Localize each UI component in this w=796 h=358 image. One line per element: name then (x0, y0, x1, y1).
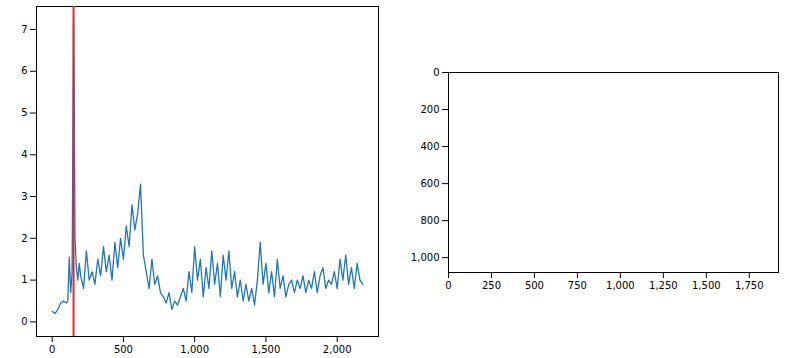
svg-text:750: 750 (568, 280, 587, 291)
svg-text:400: 400 (420, 141, 439, 152)
svg-text:600: 600 (420, 178, 439, 189)
svg-text:0: 0 (445, 280, 451, 291)
svg-text:1,000: 1,000 (180, 344, 209, 355)
svg-text:1,000: 1,000 (411, 252, 440, 263)
svg-text:1,500: 1,500 (252, 344, 281, 355)
svg-text:1,500: 1,500 (692, 280, 721, 291)
svg-text:500: 500 (114, 344, 133, 355)
svg-text:5: 5 (21, 107, 27, 118)
svg-text:200: 200 (420, 104, 439, 115)
svg-text:4: 4 (21, 149, 27, 160)
svg-text:3: 3 (21, 191, 27, 202)
svg-text:6: 6 (21, 65, 27, 76)
svg-text:0: 0 (49, 344, 55, 355)
svg-text:2,000: 2,000 (323, 344, 352, 355)
svg-text:2: 2 (21, 233, 27, 244)
svg-text:250: 250 (482, 280, 501, 291)
svg-text:7: 7 (21, 24, 27, 35)
svg-text:0: 0 (21, 316, 27, 327)
svg-text:800: 800 (420, 215, 439, 226)
svg-text:500: 500 (525, 280, 544, 291)
svg-text:0: 0 (433, 67, 439, 78)
svg-text:1,250: 1,250 (649, 280, 678, 291)
svg-text:1: 1 (21, 274, 27, 285)
svg-text:1,750: 1,750 (735, 280, 764, 291)
svg-text:1,000: 1,000 (606, 280, 635, 291)
